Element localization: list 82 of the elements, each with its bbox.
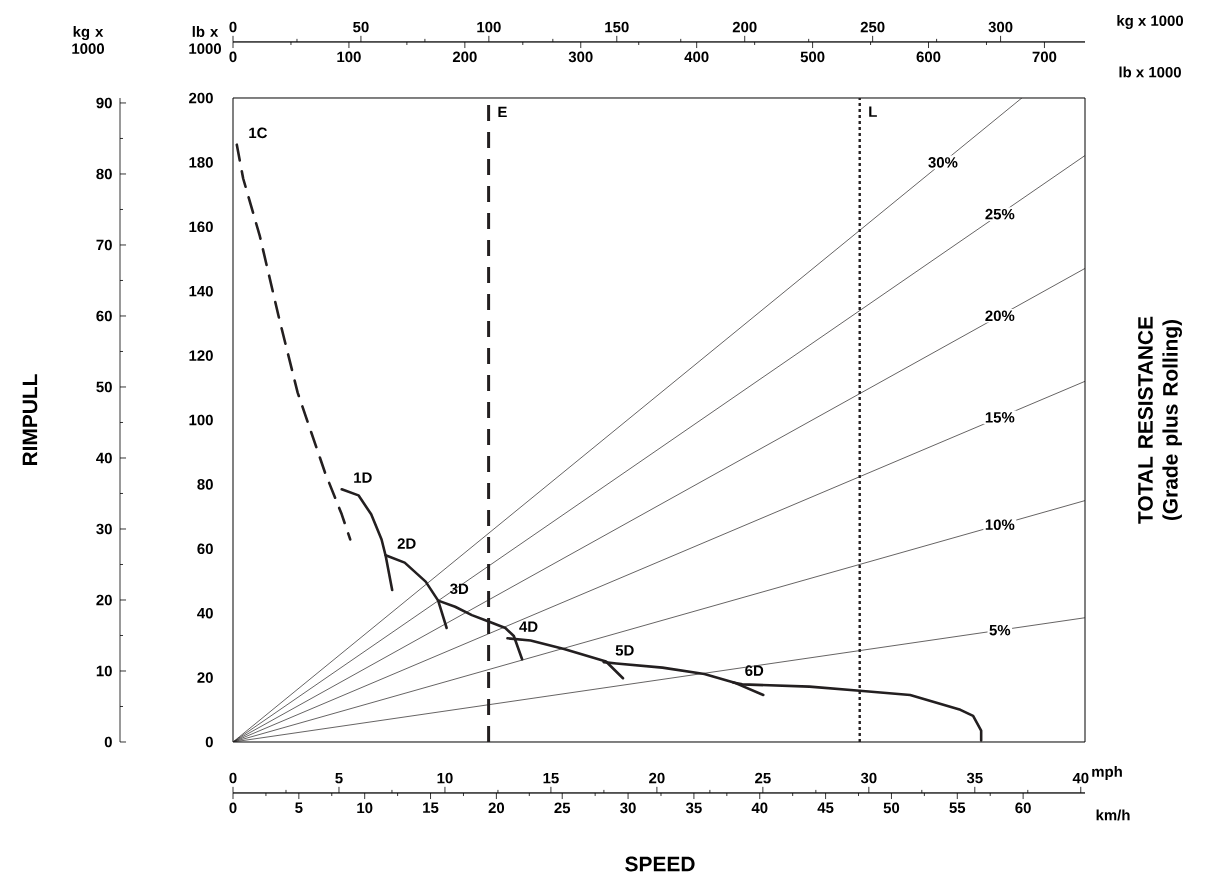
series-label: 4D (519, 621, 538, 632)
x-tick-label: 60 (1015, 802, 1031, 814)
series-label: 6D (745, 665, 764, 676)
x2-tick-label: 200 (452, 51, 477, 63)
y-tick-label: 50 (96, 381, 112, 393)
x-tick-label: 50 (883, 802, 900, 814)
x-tick-label: 30 (860, 772, 877, 784)
x-tick-label: 40 (751, 802, 768, 814)
x-tick-label: 15 (543, 772, 559, 784)
x2-tick-label: 50 (353, 21, 369, 33)
y2-axis-title: TOTAL RESISTANCE (Grade plus Rolling) (1138, 316, 1182, 524)
x-tick-label: 25 (554, 802, 571, 814)
y-axis-title: RIMPULL (22, 374, 38, 466)
x2-tick-label: 300 (988, 21, 1013, 33)
y-tick-label: 60 (96, 310, 112, 322)
x2-tick-label: 100 (337, 51, 361, 63)
y-tick-label: 140 (189, 285, 213, 297)
y-tick-label: 160 (189, 221, 213, 233)
y-tick-label: 40 (197, 607, 213, 619)
series-label: 10% (985, 519, 1015, 531)
series-label: 20% (985, 310, 1015, 322)
y-tick-label: 70 (96, 239, 112, 251)
x-tick-label: 10 (437, 772, 453, 784)
series-label: 1D (354, 472, 372, 483)
x-tick-label: 35 (685, 802, 702, 814)
ref-line-label: L (869, 106, 877, 117)
x2-tick-label: 250 (860, 21, 885, 33)
x-tick-label: 25 (755, 772, 771, 784)
y-tick-label: 200 (189, 92, 213, 104)
y-tick-label: 0 (104, 736, 112, 748)
x2-tick-label: 400 (684, 51, 709, 63)
x-tick-label: 20 (649, 772, 665, 784)
series-label: 30% (928, 157, 958, 168)
x2-tick-label: 300 (568, 51, 593, 63)
x-tick-label: 5 (295, 802, 303, 813)
series-label: 3D (450, 583, 469, 595)
text: kg x 1000 (72, 26, 104, 54)
x2-tick-label: 0 (229, 51, 237, 63)
x2-tick-label: 500 (800, 51, 825, 63)
y-tick-label: 90 (96, 97, 112, 109)
y-tick-label: 30 (96, 523, 112, 535)
series-label: 1C (249, 127, 268, 139)
y-tick-label: 80 (96, 168, 112, 180)
x-tick-label: 0 (229, 802, 237, 814)
x-tick-label: 30 (620, 802, 636, 814)
y-tick-label: 20 (96, 594, 112, 606)
x-tick-label: 5 (335, 772, 343, 784)
text: km/h (1096, 809, 1130, 821)
y-tick-label: 80 (197, 479, 213, 490)
y-tick-label: 20 (197, 672, 213, 683)
x2-axis-title: kg x 1000 (1117, 14, 1184, 29)
series-label: 15% (985, 412, 1015, 423)
y-tick-label: 60 (197, 543, 213, 555)
y-tick-label: 40 (96, 452, 112, 464)
y-tick-label: 100 (189, 414, 213, 426)
x2-axis-title: lb x 1000 (1119, 66, 1181, 78)
series-label: 2D (397, 538, 416, 549)
series-label: 25% (985, 208, 1015, 220)
text: mph (1092, 766, 1122, 780)
ref-line-label: E (498, 106, 507, 118)
x-tick-label: 20 (488, 802, 505, 814)
x2-tick-label: 100 (477, 21, 501, 33)
y-tick-label: 10 (96, 665, 112, 677)
y-tick-label: 120 (189, 350, 213, 361)
x2-tick-label: 600 (916, 51, 941, 63)
x2-tick-label: 0 (229, 21, 237, 33)
series-label: 5D (615, 645, 634, 656)
text: lb x 1000 (189, 26, 221, 54)
x-tick-label: 40 (1072, 772, 1089, 784)
series-label: 5% (989, 624, 1011, 636)
y-tick-label: 180 (189, 157, 213, 168)
x-axis-title: SPEED (625, 856, 695, 872)
y-tick-label: 0 (205, 736, 213, 748)
x-tick-label: 35 (966, 772, 983, 784)
x-tick-label: 55 (949, 802, 966, 813)
x2-tick-label: 200 (732, 21, 757, 33)
x2-tick-label: 700 (1032, 51, 1057, 63)
x-tick-label: 45 (817, 802, 834, 813)
x2-tick-label: 150 (605, 21, 629, 33)
x-tick-label: 0 (229, 772, 237, 784)
x-tick-label: 15 (423, 802, 439, 813)
x-tick-label: 10 (357, 802, 373, 814)
